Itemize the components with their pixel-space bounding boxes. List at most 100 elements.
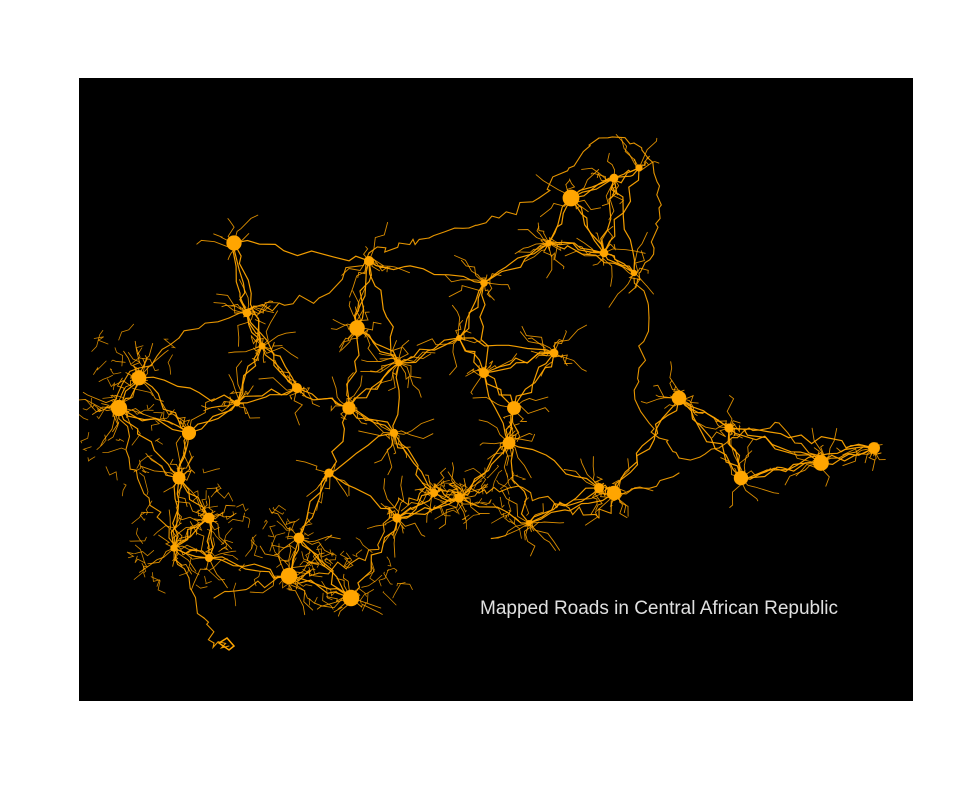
road-segment <box>598 136 635 145</box>
road-segment <box>136 455 153 469</box>
road-segment <box>80 432 90 444</box>
road-segment <box>236 387 298 404</box>
town-cluster <box>630 269 638 277</box>
road-segment <box>368 260 400 364</box>
road-segment <box>553 330 567 354</box>
road-segment <box>236 345 263 404</box>
road-segment <box>356 327 400 364</box>
road-segment <box>590 172 615 182</box>
town-cluster <box>479 368 489 378</box>
town-cluster <box>454 493 464 503</box>
road-segment <box>178 317 230 339</box>
road-segment <box>528 487 600 524</box>
road-segment <box>348 407 384 433</box>
road-segment <box>611 177 625 205</box>
road-segment <box>330 588 340 597</box>
road-segment <box>235 360 243 404</box>
road-segment <box>208 557 290 579</box>
road-segment <box>154 438 163 445</box>
road-segment <box>528 521 565 524</box>
road-segment <box>195 584 208 589</box>
road-segment <box>698 422 730 430</box>
road-segment <box>517 229 550 244</box>
road-segment <box>468 215 500 229</box>
town-cluster <box>635 164 643 172</box>
road-segment <box>84 399 102 413</box>
road-segment <box>490 522 530 539</box>
road-segment <box>87 456 96 462</box>
road-segment <box>182 432 191 476</box>
town-cluster <box>549 348 559 358</box>
road-segment <box>79 398 120 412</box>
road-segment <box>210 486 220 498</box>
road-segment <box>328 472 398 519</box>
town-cluster <box>507 401 521 415</box>
road-segment <box>482 483 489 495</box>
road-segment <box>236 385 254 404</box>
road-segment <box>377 507 391 549</box>
road-segment <box>188 402 238 434</box>
road-segment <box>352 290 359 329</box>
road-segment <box>570 177 615 199</box>
road-segment <box>147 547 175 565</box>
road-segment <box>274 359 298 389</box>
road-segment <box>82 446 92 451</box>
road-segment <box>203 617 215 644</box>
road-segment <box>503 442 513 478</box>
road-segment <box>527 337 555 355</box>
road-segment <box>250 336 263 349</box>
road-segment <box>278 578 290 589</box>
road-segment <box>321 581 333 601</box>
road-segment <box>171 540 210 559</box>
road-segment <box>387 567 398 573</box>
road-segment <box>203 505 218 513</box>
road-segment <box>523 497 530 516</box>
road-segment <box>211 524 220 531</box>
road-segment <box>172 547 179 567</box>
road-segment <box>385 505 398 519</box>
town-cluster <box>131 370 147 386</box>
road-segment <box>613 397 680 494</box>
road-segment <box>380 503 398 519</box>
road-segment <box>225 511 235 521</box>
road-segment <box>540 352 555 377</box>
map-caption: Mapped Roads in Central African Republic <box>480 598 839 619</box>
road-segment <box>105 466 118 481</box>
town-cluster <box>724 423 734 433</box>
road-segment <box>82 397 92 411</box>
road-segment <box>324 534 333 541</box>
road-segment <box>238 563 245 572</box>
road-segment <box>498 197 540 219</box>
road-segment <box>458 497 490 514</box>
road-segment <box>148 497 170 539</box>
road-segment <box>250 540 263 559</box>
road-network <box>79 134 886 651</box>
road-segment <box>328 432 395 474</box>
road-segment <box>509 518 522 539</box>
road-segment <box>208 556 290 579</box>
road-segment <box>374 432 395 464</box>
road-segment <box>478 419 510 444</box>
road-segment <box>118 407 180 479</box>
road-segment <box>270 511 300 539</box>
road-segment <box>295 459 330 474</box>
road-segment <box>177 432 190 479</box>
road-segment <box>133 459 142 473</box>
town-cluster <box>342 589 360 607</box>
road-segment <box>361 357 400 364</box>
road-segment <box>131 429 141 446</box>
road-segment <box>563 469 600 489</box>
road-segment <box>470 498 483 507</box>
road-segment <box>249 575 290 594</box>
road-segment <box>242 515 251 528</box>
road-segment <box>458 484 486 499</box>
road-segment <box>135 527 144 544</box>
road-segment <box>286 526 294 540</box>
road-segment <box>190 521 203 534</box>
road-segment <box>478 486 510 495</box>
road-segment <box>261 341 283 350</box>
road-segment <box>426 505 436 511</box>
road-segment <box>595 232 605 254</box>
road-segment <box>418 496 432 514</box>
